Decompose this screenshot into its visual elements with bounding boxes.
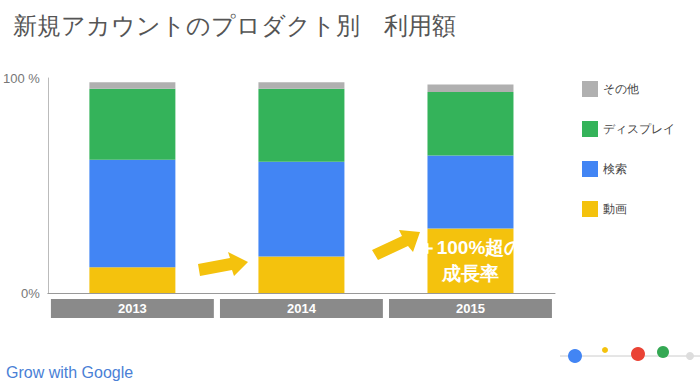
svg-text:2013: 2013 [118, 301, 147, 316]
svg-text:新規アカウントのプロダクト別 利用額: 新規アカウントのプロダクト別 利用額 [13, 12, 456, 39]
svg-text:＋100%超の: ＋100%超の [418, 237, 524, 258]
svg-text:100 %: 100 % [3, 71, 40, 86]
svg-text:2014: 2014 [287, 301, 317, 316]
svg-text:0%: 0% [21, 286, 40, 301]
svg-text:成長率: 成長率 [441, 263, 499, 284]
svg-text:その他: その他 [603, 82, 639, 96]
svg-text:Grow with Google: Grow with Google [6, 364, 133, 381]
svg-text:検索: 検索 [603, 162, 627, 176]
svg-text:動画: 動画 [603, 202, 627, 216]
svg-text:2015: 2015 [456, 301, 485, 316]
svg-text:ディスプレイ: ディスプレイ [603, 122, 675, 136]
